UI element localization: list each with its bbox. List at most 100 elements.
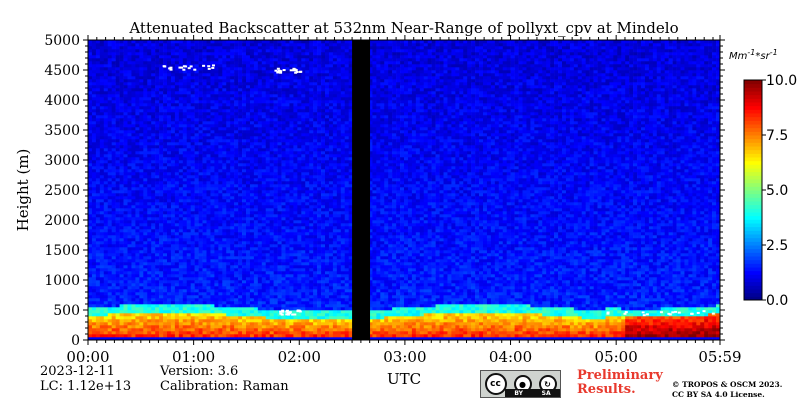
colorbar-segment [744, 197, 762, 202]
preliminary-line-2: Results. [577, 382, 636, 397]
colorbar-segment [744, 105, 762, 110]
copyright-notice: © TROPOS & OSCM 2023. CC BY SA 4.0 Licen… [672, 380, 782, 400]
colorbar-segment [744, 153, 762, 158]
colorbar-segment [744, 267, 762, 272]
colorbar-segment [744, 91, 762, 96]
colorbar-segment [744, 116, 762, 121]
colorbar-unit-label: Mm-1*sr-1 [729, 48, 778, 63]
version-label: Version: 3.6 [160, 364, 239, 379]
colorbar-segment [744, 109, 762, 114]
colorbar-segment [744, 281, 762, 286]
x-axis: 00:00 01:00 02:00 03:00 04:00 05:00 05:59 [66, 35, 742, 366]
colorbar-tick-label: 2.5 [766, 238, 788, 254]
badge-by-text: BY [514, 389, 523, 397]
colorbar-segment [744, 278, 762, 283]
colorbar-segment [744, 80, 762, 85]
y-tick-label: 4000 [44, 93, 80, 109]
colorbar-segment [744, 94, 762, 99]
x-axis-label: UTC [387, 370, 421, 388]
colorbar-segment [744, 138, 762, 143]
x-tick-label: 05:59 [698, 348, 741, 366]
x-tick-label: 03:00 [383, 348, 426, 366]
colorbar-segment [744, 296, 762, 301]
colorbar-segment [744, 204, 762, 209]
colorbar-segment [744, 226, 762, 231]
colorbar-segment [744, 83, 762, 88]
y-tick-label: 3500 [44, 123, 80, 139]
colorbar-segment [744, 146, 762, 151]
cc-license-badge[interactable]: cc ● ↻ BY SA [480, 370, 561, 398]
preliminary-notice: Preliminary Results. [577, 369, 663, 397]
colorbar-segment [744, 223, 762, 228]
copyright-line-2: CC BY SA 4.0 License. [672, 390, 765, 399]
y-tick-label: 2500 [44, 183, 80, 199]
colorbar-segment [744, 160, 762, 165]
colorbar-segment [744, 193, 762, 198]
date-label: 2023-12-11 [40, 364, 115, 379]
colorbar-segment [744, 245, 762, 250]
colorbar-segment [744, 234, 762, 239]
no-data-band [352, 40, 371, 340]
colorbar-segment [744, 149, 762, 154]
colorbar-segment [744, 190, 762, 195]
colorbar-segment [744, 248, 762, 253]
y-axis-label: Height (m) [14, 149, 32, 232]
colorbar-segment [744, 182, 762, 187]
colorbar-segment [744, 131, 762, 136]
badge-sa-text: SA [541, 389, 551, 397]
colorbar-segment [744, 212, 762, 217]
x-tick-label: 05:00 [595, 348, 638, 366]
colorbar-segment [744, 285, 762, 290]
y-tick-label: 500 [53, 303, 80, 319]
license-strip: BY SA [505, 389, 560, 397]
colorbar-segment [744, 102, 762, 107]
colorbar-segment [744, 124, 762, 129]
colorbar-segment [744, 219, 762, 224]
colorbar-segment [744, 168, 762, 173]
colorbar-segment [744, 135, 762, 140]
colorbar-segment [744, 292, 762, 297]
colorbar-segment [744, 179, 762, 184]
lc-label: LC: 1.12e+13 [40, 379, 132, 394]
y-tick-label: 5000 [44, 33, 80, 49]
y-tick-label: 1000 [44, 273, 80, 289]
colorbar-segment [744, 142, 762, 147]
cloud-speckles [162, 64, 715, 317]
colorbar-segment [744, 186, 762, 191]
heatmap-cells [88, 40, 721, 341]
colorbar-segment [744, 175, 762, 180]
colorbar-segment [744, 256, 762, 261]
colorbar-segment [744, 87, 762, 92]
colorbar-segment [744, 120, 762, 125]
colorbar-segment [744, 157, 762, 162]
y-tick-label: 0 [71, 333, 80, 349]
colorbar-segment [744, 164, 762, 169]
colorbar-segment [744, 274, 762, 279]
colorbar-segment [744, 252, 762, 257]
colorbar-segment [744, 201, 762, 206]
chart-title: Attenuated Backscatter at 532nm Near-Ran… [128, 19, 678, 37]
colorbar-segment [744, 113, 762, 118]
colorbar-segment [744, 98, 762, 103]
calibration-label: Calibration: Raman [160, 379, 289, 394]
copyright-line-1: © TROPOS & OSCM 2023. [672, 380, 783, 389]
x-tick-label: 00:00 [66, 348, 109, 366]
colorbar-segment [744, 237, 762, 242]
colorbar-tick-label: 7.5 [766, 128, 788, 144]
y-tick-label: 1500 [44, 243, 80, 259]
y-tick-label: 3000 [44, 153, 80, 169]
colorbar-segment [744, 208, 762, 213]
x-tick-label: 04:00 [489, 348, 532, 366]
plot-area [88, 40, 721, 341]
y-tick-label: 4500 [44, 63, 80, 79]
colorbar-segment [744, 127, 762, 132]
preliminary-line-1: Preliminary [577, 368, 663, 383]
colorbar-segment [744, 259, 762, 264]
colorbar-tick-label: 0.0 [766, 293, 788, 309]
y-axis: 0 500 1000 1500 2000 2500 3000 3500 4000 4500 5000 [44, 33, 725, 349]
colorbar-segment [744, 215, 762, 220]
colorbar: 0.0 2.5 5.0 7.5 10.0 [743, 73, 797, 309]
x-tick-label: 02:00 [278, 348, 321, 366]
y-tick-label: 2000 [44, 213, 80, 229]
